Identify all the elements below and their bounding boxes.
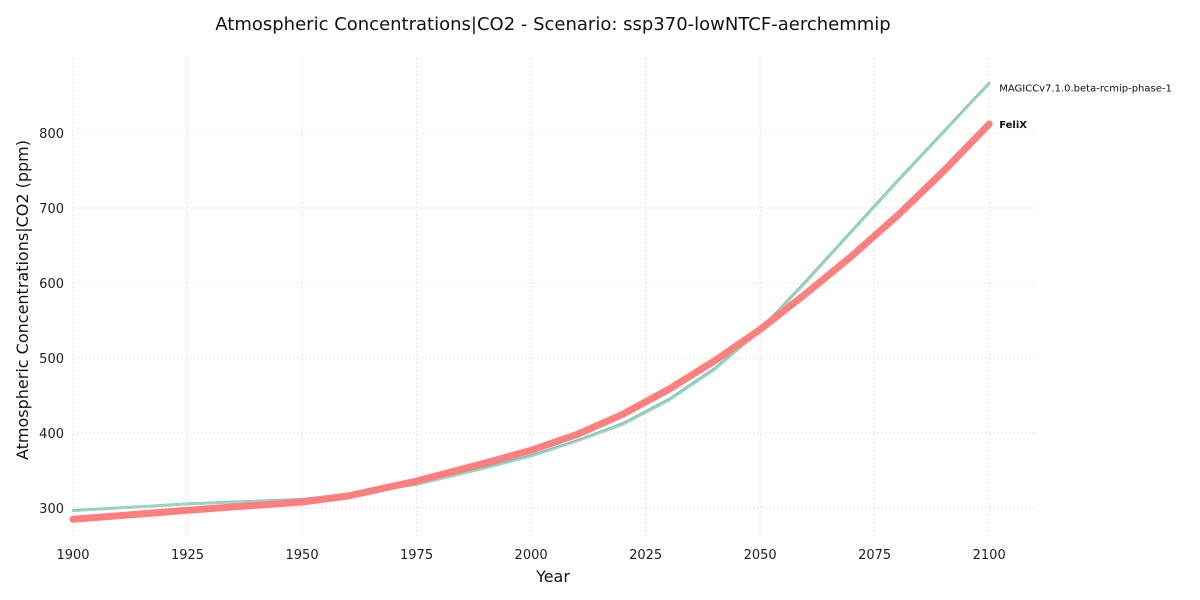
series-end-label: MAGICCv7.1.0.beta-rcmip-phase-1 bbox=[999, 84, 1172, 95]
y-tick-label: 300 bbox=[39, 502, 64, 517]
series-end-label: FeliX bbox=[999, 120, 1027, 131]
x-tick-label: 2100 bbox=[973, 548, 1006, 563]
grid bbox=[72, 58, 1035, 538]
y-tick-label: 800 bbox=[39, 127, 64, 142]
tick-labels: 1900 1925 1950 1975 2000 2025 2050 2075 2100 300 4… bbox=[39, 127, 1006, 563]
y-tick-label: 600 bbox=[39, 277, 64, 292]
x-tick-label: 1900 bbox=[56, 548, 89, 563]
x-tick-label: 2075 bbox=[858, 548, 891, 563]
series-lines bbox=[69, 81, 993, 523]
x-tick-label: 1925 bbox=[171, 548, 204, 563]
chart-title: Atmospheric Concentrations|CO2 - Scenari… bbox=[215, 14, 890, 35]
end-labels: MAGICCv7.1.0.beta-rcmip-phase-1 FeliX bbox=[999, 84, 1172, 132]
y-tick-label: 400 bbox=[39, 427, 64, 442]
x-tick-label: 1975 bbox=[400, 548, 433, 563]
x-tick-label: 2025 bbox=[629, 548, 662, 563]
y-tick-label: 700 bbox=[39, 202, 64, 217]
series-line bbox=[69, 120, 993, 523]
x-axis-title: Year bbox=[535, 567, 570, 586]
x-tick-label: 2000 bbox=[515, 548, 548, 563]
x-tick-label: 2050 bbox=[744, 548, 777, 563]
y-axis-title: Atmospheric Concentrations|CO2 (ppm) bbox=[13, 140, 32, 460]
y-tick-label: 500 bbox=[39, 352, 64, 367]
x-tick-label: 1950 bbox=[286, 548, 319, 563]
